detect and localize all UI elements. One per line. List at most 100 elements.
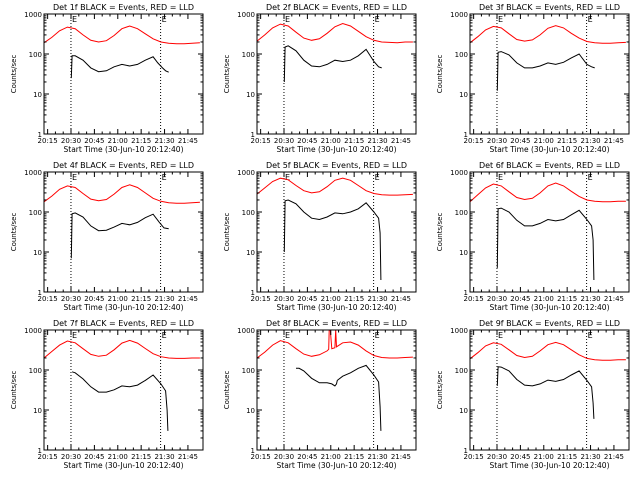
plot-frame	[256, 13, 417, 135]
x-tick-label: 20:15	[38, 453, 58, 461]
x-tick-label: 21:15	[344, 137, 364, 145]
y-tick-label: 1000	[237, 327, 255, 335]
x-tick-label: 20:15	[464, 453, 484, 461]
x-tick-label: 21:00	[321, 295, 341, 303]
x-tick-label: 20:30	[61, 137, 81, 145]
panel-title: Det 9f BLACK = Events, RED = LLD	[479, 319, 620, 328]
y-tick-label: 100	[29, 51, 42, 59]
x-tick-label: 20:45	[84, 137, 104, 145]
plot-frame	[469, 13, 630, 135]
plot-frame	[43, 329, 204, 451]
x-axis-label: Start Time (30-Jun-10 20:12:40)	[490, 461, 610, 470]
x-tick-label: 20:45	[510, 453, 530, 461]
event-marker-label: E	[72, 331, 77, 340]
series-lld	[43, 339, 200, 359]
x-axis-label: Start Time (30-Jun-10 20:12:40)	[490, 145, 610, 154]
x-tick-label: 20:30	[274, 295, 294, 303]
y-axis-label: Counts/sec	[10, 371, 18, 410]
x-tick-label: 21:30	[367, 453, 387, 461]
y-tick-label: 10	[246, 249, 255, 257]
event-marker-label: E	[285, 331, 290, 340]
y-tick-label: 1	[251, 131, 255, 139]
plot-frame	[256, 171, 417, 293]
detector-panel: Det 5f BLACK = Events, RED = LLD E E 1 10 100…	[223, 161, 417, 312]
x-tick-label: 20:45	[510, 295, 530, 303]
x-tick-label: 20:45	[297, 453, 317, 461]
x-tick-label: 21:15	[131, 137, 151, 145]
x-tick-label: 21:00	[534, 295, 554, 303]
y-tick-label: 1	[251, 289, 255, 297]
y-tick-label: 1	[38, 131, 42, 139]
series-lld	[469, 341, 626, 361]
y-tick-label: 100	[455, 367, 468, 375]
x-tick-label: 21:30	[154, 453, 174, 461]
detector-panel: Det 9f BLACK = Events, RED = LLD E E 1 10 100…	[436, 319, 630, 470]
x-tick-label: 21:30	[367, 137, 387, 145]
y-axis-label: Counts/sec	[436, 55, 444, 94]
series-events	[71, 371, 169, 431]
x-tick-label: 20:15	[464, 295, 484, 303]
x-tick-label: 21:15	[557, 137, 577, 145]
panel-title: Det 8f BLACK = Events, RED = LLD	[266, 319, 407, 328]
event-marker-label: E	[588, 331, 593, 340]
x-tick-label: 21:00	[108, 453, 128, 461]
event-marker-label: E	[498, 331, 503, 340]
x-tick-label: 20:15	[251, 453, 271, 461]
detector-panel: Det 6f BLACK = Events, RED = LLD E E 1 10 100…	[436, 161, 630, 312]
x-axis-label: Start Time (30-Jun-10 20:12:40)	[277, 145, 397, 154]
x-tick-label: 21:15	[344, 453, 364, 461]
x-axis-label: Start Time (30-Jun-10 20:12:40)	[64, 461, 184, 470]
detector-panels: Det 1f BLACK = Events, RED = LLD E E 1 10 100…	[10, 3, 630, 470]
event-marker-label: E	[588, 173, 593, 182]
x-tick-label: 21:30	[367, 295, 387, 303]
x-tick-label: 21:00	[321, 453, 341, 461]
y-tick-label: 10	[246, 407, 255, 415]
y-tick-label: 1	[464, 289, 468, 297]
panel-title: Det 1f BLACK = Events, RED = LLD	[53, 3, 194, 12]
series-lld	[469, 182, 626, 203]
plot-frame	[469, 171, 630, 293]
y-tick-label: 1000	[24, 169, 42, 177]
series-lld	[256, 177, 413, 196]
x-tick-label: 21:45	[178, 453, 198, 461]
plot-frame	[469, 329, 630, 451]
x-tick-label: 20:30	[61, 453, 81, 461]
y-tick-label: 10	[459, 407, 468, 415]
y-axis-label: Counts/sec	[10, 55, 18, 94]
y-tick-label: 100	[242, 367, 255, 375]
x-tick-label: 20:15	[251, 137, 271, 145]
event-marker-label: E	[72, 173, 77, 182]
y-tick-label: 10	[459, 91, 468, 99]
x-axis-label: Start Time (30-Jun-10 20:12:40)	[490, 303, 610, 312]
x-tick-label: 21:15	[131, 295, 151, 303]
y-tick-label: 1000	[450, 169, 468, 177]
y-tick-label: 1000	[237, 169, 255, 177]
y-tick-label: 10	[33, 249, 42, 257]
x-tick-label: 21:45	[604, 453, 624, 461]
x-tick-label: 21:30	[154, 295, 174, 303]
series-lld	[256, 329, 413, 359]
y-tick-label: 1	[251, 447, 255, 455]
x-tick-label: 20:45	[297, 137, 317, 145]
y-tick-label: 1	[38, 289, 42, 297]
plot-frame	[256, 329, 417, 451]
detector-panel: Det 1f BLACK = Events, RED = LLD E E 1 10 100…	[10, 3, 204, 154]
series-events	[283, 199, 382, 281]
series-lld	[469, 25, 626, 44]
y-tick-label: 1	[38, 447, 42, 455]
x-tick-label: 21:30	[580, 453, 600, 461]
series-events	[70, 55, 169, 79]
event-marker-label: E	[162, 173, 167, 182]
x-tick-label: 20:15	[251, 295, 271, 303]
panel-title: Det 7f BLACK = Events, RED = LLD	[53, 319, 194, 328]
event-marker-label: E	[375, 15, 380, 24]
x-tick-label: 20:30	[274, 137, 294, 145]
x-tick-label: 21:45	[391, 453, 411, 461]
x-axis-label: Start Time (30-Jun-10 20:12:40)	[277, 303, 397, 312]
y-tick-label: 1000	[24, 11, 42, 19]
panel-title: Det 4f BLACK = Events, RED = LLD	[53, 161, 194, 170]
x-tick-label: 20:30	[487, 137, 507, 145]
panel-title: Det 6f BLACK = Events, RED = LLD	[479, 161, 620, 170]
y-tick-label: 100	[242, 51, 255, 59]
x-tick-label: 20:30	[274, 453, 294, 461]
